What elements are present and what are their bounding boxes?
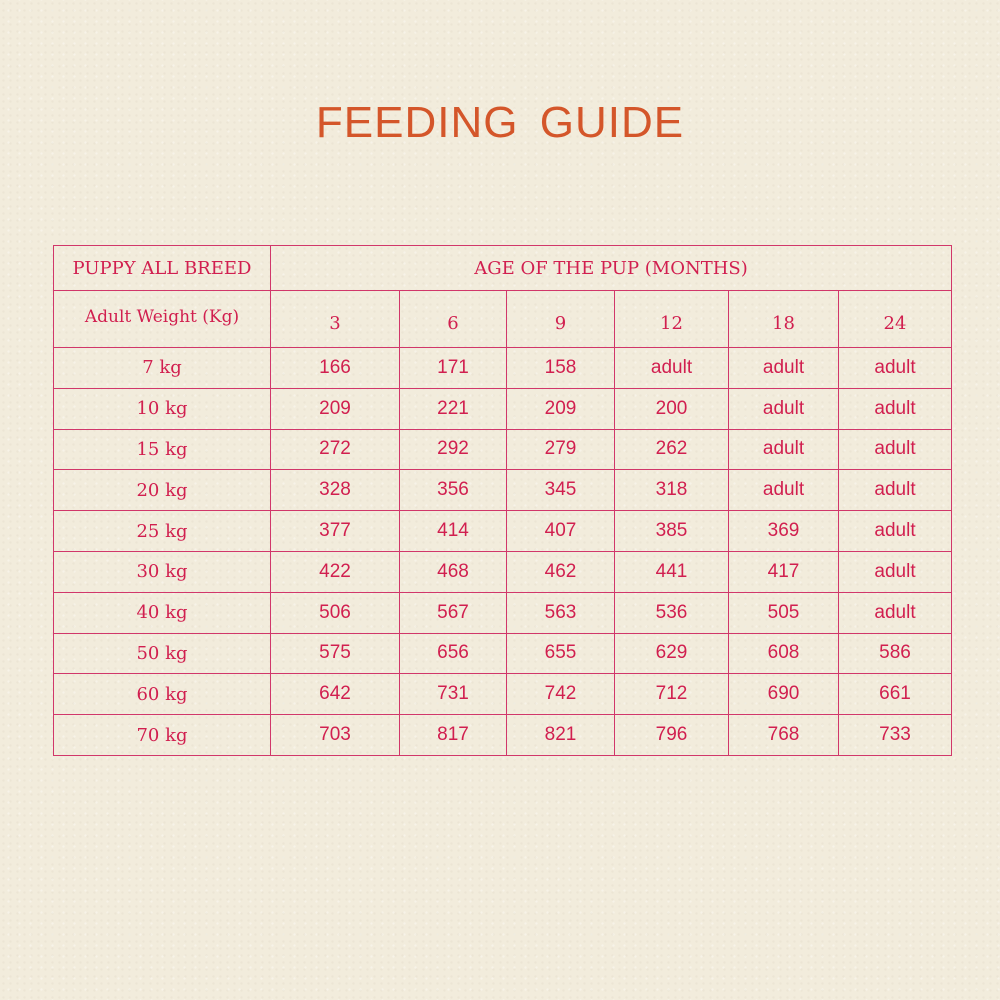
amount-cell: 262 [614, 428, 729, 471]
amount-cell: adult [728, 347, 839, 389]
amount-cell: adult [838, 387, 952, 430]
weight-cell: 20 kg [53, 469, 271, 512]
amount-cell: 158 [506, 347, 615, 389]
month-header-row: Adult Weight (Kg) 3 6 9 12 18 24 [53, 290, 952, 348]
amount-cell: 506 [270, 591, 400, 634]
amount-cell: adult [838, 510, 952, 552]
month-header-cell: 24 [838, 290, 952, 348]
amount-cell: 733 [838, 714, 952, 756]
amount-cell: 567 [399, 591, 507, 634]
weight-cell: 40 kg [53, 591, 271, 634]
amount-cell: 385 [614, 510, 729, 552]
amount-cell: 468 [399, 550, 507, 593]
amount-cell: 796 [614, 714, 729, 756]
month-header-cell: 9 [506, 290, 615, 348]
month-header-cell: 12 [614, 290, 729, 348]
amount-cell: adult [728, 469, 839, 512]
month-header-cell: 3 [270, 290, 400, 348]
amount-cell: 209 [270, 387, 400, 430]
weight-cell: 25 kg [53, 510, 271, 552]
amount-cell: 328 [270, 469, 400, 512]
amount-cell: 407 [506, 510, 615, 552]
amount-cell: 563 [506, 591, 615, 634]
page-title: FEEDING GUIDE [315, 98, 685, 147]
amount-cell: 817 [399, 714, 507, 756]
table-row: 60 kg 642 731 742 712 690 661 [53, 673, 952, 716]
table-row: 20 kg 328 356 345 318 adult adult [53, 469, 952, 512]
amount-cell: 318 [614, 469, 729, 512]
header-row: PUPPY ALL BREED AGE OF THE PUP (MONTHS) [53, 245, 952, 291]
amount-cell: 422 [270, 550, 400, 593]
amount-cell: 462 [506, 550, 615, 593]
amount-cell: 221 [399, 387, 507, 430]
amount-cell: 441 [614, 550, 729, 593]
amount-cell: adult [838, 428, 952, 471]
amount-cell: adult [728, 387, 839, 430]
amount-cell: adult [838, 469, 952, 512]
weight-cell: 60 kg [53, 673, 271, 716]
amount-cell: 417 [728, 550, 839, 593]
amount-cell: 171 [399, 347, 507, 389]
weight-column-header: Adult Weight (Kg) [53, 290, 271, 348]
amount-cell: 356 [399, 469, 507, 512]
month-header-cell: 18 [728, 290, 839, 348]
amount-cell: 575 [270, 632, 400, 675]
amount-cell: 536 [614, 591, 729, 634]
amount-cell: adult [838, 550, 952, 593]
table-row: 50 kg 575 656 655 629 608 586 [53, 632, 952, 675]
amount-cell: 690 [728, 673, 839, 716]
weight-cell: 50 kg [53, 632, 271, 675]
amount-cell: 586 [838, 632, 952, 675]
amount-cell: 629 [614, 632, 729, 675]
age-header: AGE OF THE PUP (MONTHS) [270, 245, 952, 291]
amount-cell: 345 [506, 469, 615, 512]
feeding-guide-table: PUPPY ALL BREED AGE OF THE PUP (MONTHS) … [53, 245, 952, 756]
amount-cell: 377 [270, 510, 400, 552]
amount-cell: 209 [506, 387, 615, 430]
amount-cell: 742 [506, 673, 615, 716]
amount-cell: 768 [728, 714, 839, 756]
corner-header: PUPPY ALL BREED [53, 245, 271, 291]
amount-cell: 655 [506, 632, 615, 675]
amount-cell: 661 [838, 673, 952, 716]
month-header-cell: 6 [399, 290, 507, 348]
amount-cell: 656 [399, 632, 507, 675]
table-row: 70 kg 703 817 821 796 768 733 [53, 714, 952, 756]
amount-cell: 731 [399, 673, 507, 716]
weight-cell: 70 kg [53, 714, 271, 756]
table-row: 7 kg 166 171 158 adult adult adult [53, 347, 952, 389]
table-row: 15 kg 272 292 279 262 adult adult [53, 428, 952, 471]
amount-cell: adult [838, 347, 952, 389]
weight-cell: 15 kg [53, 428, 271, 471]
amount-cell: 369 [728, 510, 839, 552]
amount-cell: 608 [728, 632, 839, 675]
amount-cell: 292 [399, 428, 507, 471]
amount-cell: 505 [728, 591, 839, 634]
amount-cell: 703 [270, 714, 400, 756]
amount-cell: 166 [270, 347, 400, 389]
amount-cell: 821 [506, 714, 615, 756]
amount-cell: adult [838, 591, 952, 634]
weight-cell: 7 kg [53, 347, 271, 389]
amount-cell: 414 [399, 510, 507, 552]
table-row: 40 kg 506 567 563 536 505 adult [53, 591, 952, 634]
table-row: 30 kg 422 468 462 441 417 adult [53, 550, 952, 593]
weight-cell: 10 kg [53, 387, 271, 430]
weight-cell: 30 kg [53, 550, 271, 593]
table-row: 25 kg 377 414 407 385 369 adult [53, 510, 952, 552]
amount-cell: 712 [614, 673, 729, 716]
amount-cell: 642 [270, 673, 400, 716]
amount-cell: 272 [270, 428, 400, 471]
amount-cell: adult [728, 428, 839, 471]
table-row: 10 kg 209 221 209 200 adult adult [53, 387, 952, 430]
amount-cell: adult [614, 347, 729, 389]
amount-cell: 200 [614, 387, 729, 430]
amount-cell: 279 [506, 428, 615, 471]
